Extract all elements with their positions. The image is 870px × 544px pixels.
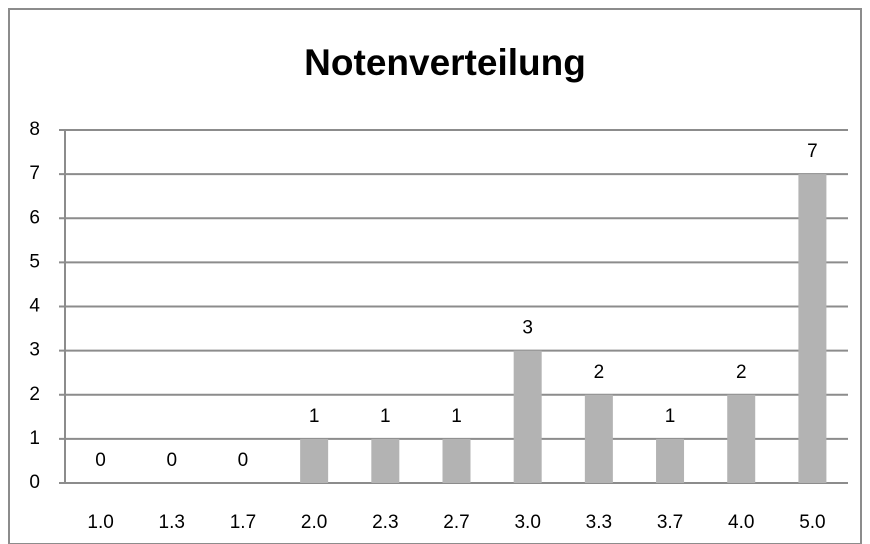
y-tick-label: 7 [29,163,40,184]
x-tick-label: 3.3 [586,512,612,533]
data-label: 1 [309,406,320,427]
x-tick-label: 4.0 [728,512,754,533]
x-tick-label: 2.0 [301,512,327,533]
data-label: 0 [95,450,106,471]
y-tick-label: 6 [29,207,40,228]
x-tick-label: 2.7 [443,512,469,533]
bar [727,394,756,483]
chart-border [8,8,862,544]
bar [798,174,827,483]
y-tick-label: 3 [29,340,40,361]
x-tick-label: 1.3 [159,512,185,533]
bar [300,438,329,483]
bar [584,394,613,483]
data-label: 7 [807,141,818,162]
data-label: 2 [594,362,605,383]
y-tick-label: 1 [29,428,40,449]
y-tick-label: 5 [29,251,40,272]
bar [513,350,542,483]
y-tick-label: 8 [29,119,40,140]
bar [371,438,400,483]
x-tick-label: 1.0 [87,512,113,533]
data-label: 2 [736,362,747,383]
data-label: 1 [451,406,462,427]
chart-title: Notenverteilung [304,42,586,83]
data-label: 1 [380,406,391,427]
bar [442,438,471,483]
y-tick-label: 0 [29,472,40,493]
bar [656,438,685,483]
y-tick-label: 4 [29,296,40,317]
data-label: 0 [238,450,249,471]
x-tick-label: 1.7 [230,512,256,533]
x-tick-label: 3.0 [514,512,540,533]
x-tick-label: 2.3 [372,512,398,533]
data-label: 1 [665,406,676,427]
x-tick-label: 5.0 [799,512,825,533]
data-label: 3 [522,318,533,339]
data-label: 0 [166,450,177,471]
y-tick-label: 2 [29,384,40,405]
x-tick-label: 3.7 [657,512,683,533]
